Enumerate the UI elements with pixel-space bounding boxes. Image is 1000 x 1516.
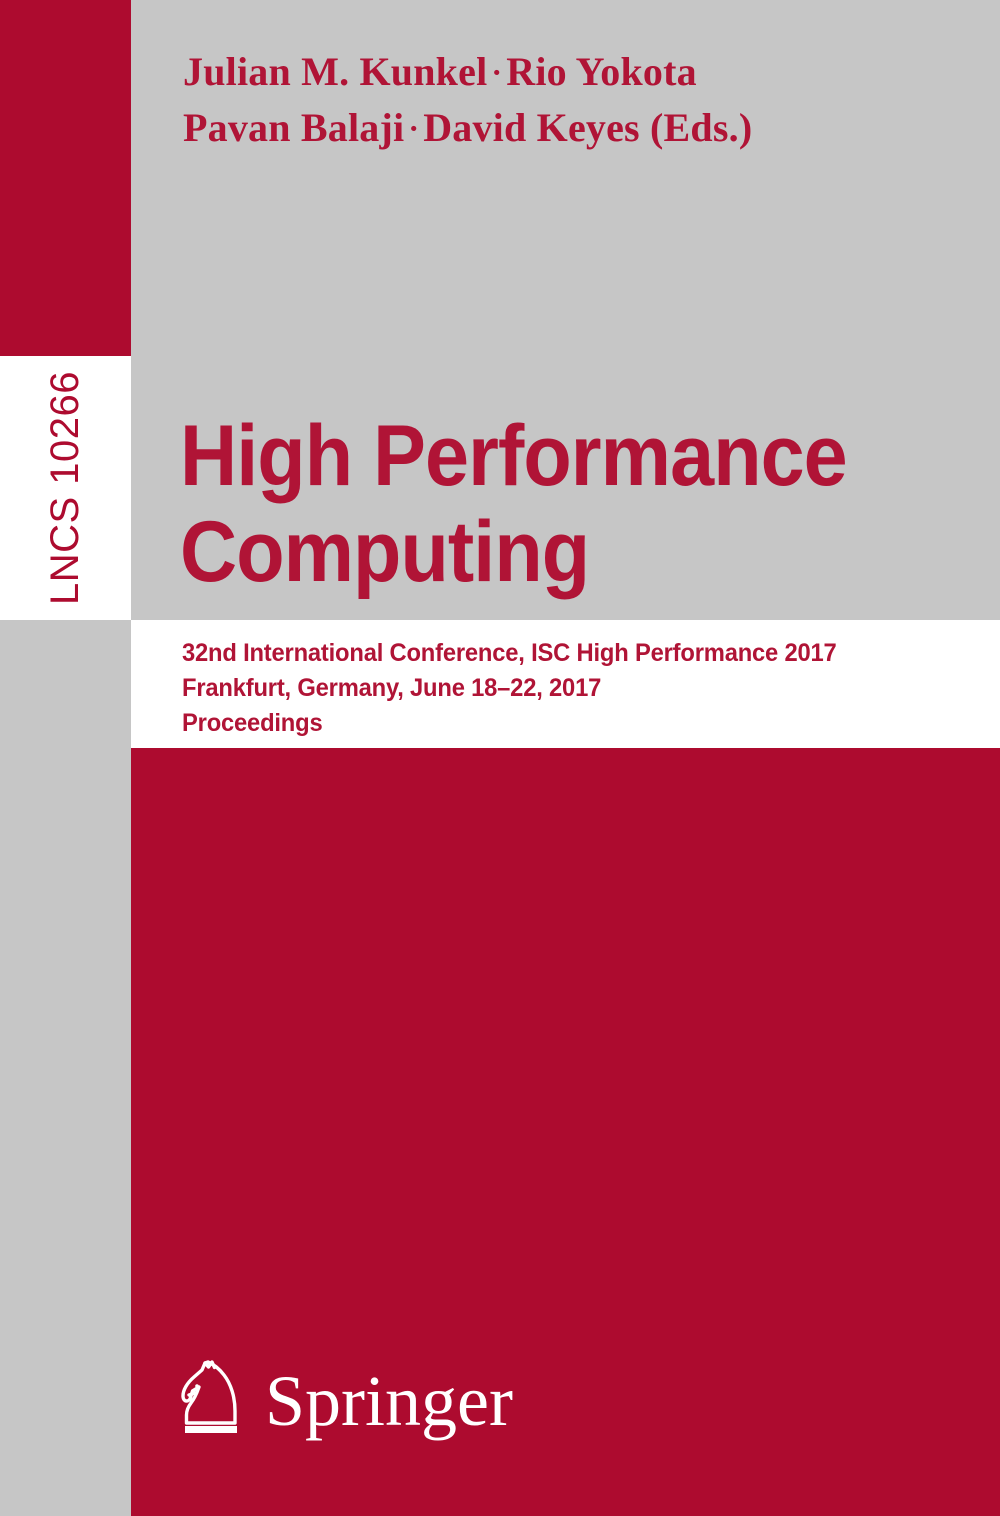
subtitle-line-conference: 32nd International Conference, ISC High … <box>182 639 837 667</box>
springer-knight-icon <box>175 1353 247 1449</box>
subtitle-band <box>131 620 1000 748</box>
subtitle-line-proceedings: Proceedings <box>182 709 323 737</box>
editors-line-1: Julian M. Kunkel · Rio Yokota <box>183 44 943 100</box>
publisher-logo: Springer <box>175 1353 513 1449</box>
publisher-name: Springer <box>265 1361 513 1441</box>
editor-separator-2: · <box>408 110 420 146</box>
book-subtitle: 32nd International Conference, ISC High … <box>182 636 933 741</box>
spine-white-block <box>0 356 131 620</box>
spine-series-text: LNCS 10266 <box>43 370 88 606</box>
editor-name-kunkel: Julian M. Kunkel <box>183 49 488 94</box>
book-title-line-1: High Performance <box>180 408 848 504</box>
editor-name-balaji: Pavan Balaji <box>183 105 405 150</box>
book-title-line-2: Computing <box>180 504 590 600</box>
editor-separator-1: · <box>491 54 503 90</box>
spine-red-block <box>0 0 131 356</box>
subtitle-line-location-date: Frankfurt, Germany, June 18–22, 2017 <box>182 674 602 702</box>
cover-lower-panel <box>131 748 1000 1516</box>
spine-gray-block <box>0 620 131 1516</box>
editor-name-yokota: Rio Yokota <box>506 49 697 94</box>
cover-upper-panel <box>131 0 1000 620</box>
book-title: High Performance Computing <box>180 408 907 600</box>
spine-series-label: LNCS 10266 <box>0 356 131 620</box>
editor-name-keyes: David Keyes (Eds.) <box>423 105 753 150</box>
editors-block: Julian M. Kunkel · Rio Yokota Pavan Balaji… <box>183 44 943 156</box>
editors-line-2: Pavan Balaji · David Keyes (Eds.) <box>183 100 943 156</box>
